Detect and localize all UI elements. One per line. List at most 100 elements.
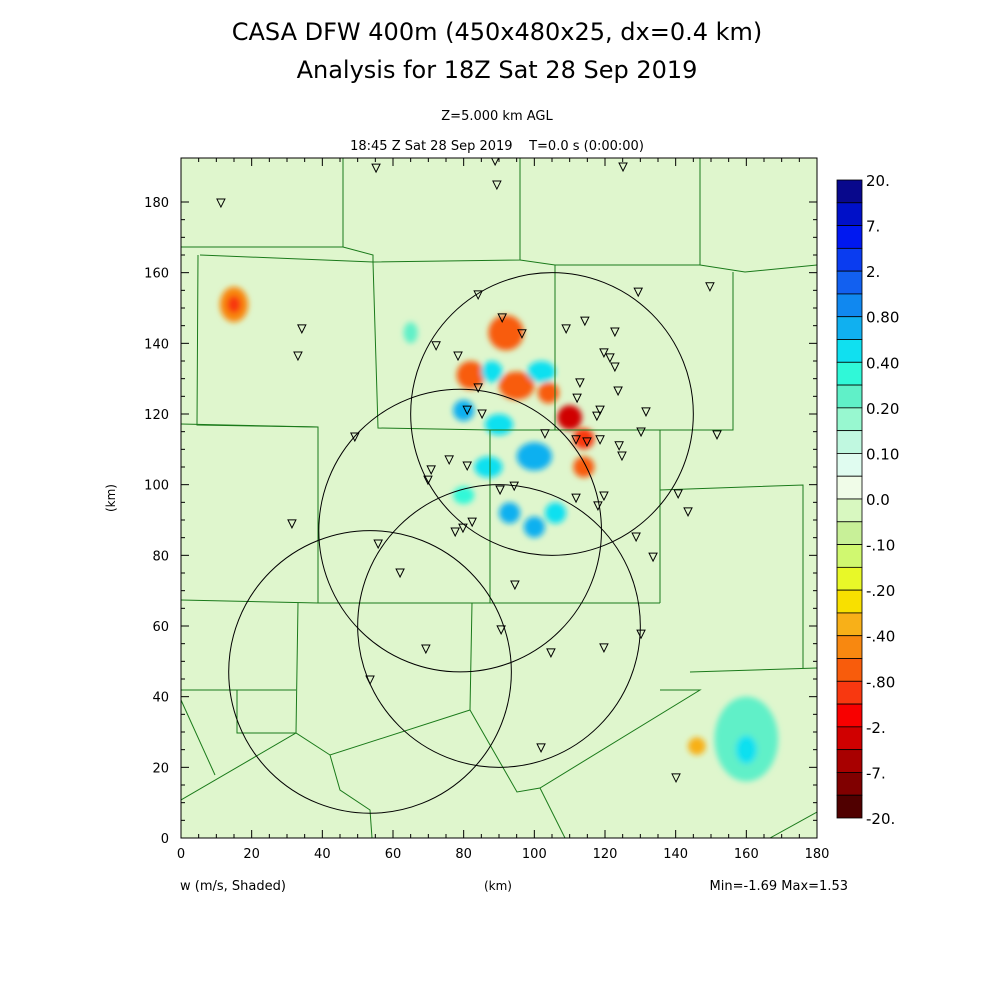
station-marker — [636, 427, 646, 438]
w-feature — [735, 735, 757, 764]
station-marker — [216, 198, 226, 209]
colorbar-swatch — [836, 726, 863, 751]
station-marker — [509, 481, 520, 492]
w-feature — [499, 502, 521, 524]
station-marker — [712, 430, 722, 440]
field-label: w (m/s, Shaded) — [180, 879, 286, 894]
axes: 0 20 40 60 80 100 120 140 160 180 0 20 40 60 80 100 120 1… — [144, 158, 829, 862]
station-marker — [595, 435, 605, 445]
colorbar-label: -.80 — [866, 673, 895, 691]
w-feature — [488, 315, 524, 351]
x-tick-label: 160 — [734, 847, 759, 862]
station-marker — [599, 643, 609, 654]
station-marker — [510, 580, 520, 591]
y-tick-label: 0 — [161, 832, 169, 847]
field-texture — [181, 158, 817, 838]
w-feature — [516, 442, 552, 471]
colorbar-swatch — [836, 202, 863, 226]
colorbar-label: 2. — [866, 263, 880, 281]
y-tick-label: 140 — [144, 337, 169, 352]
station-marker — [495, 485, 505, 496]
station-marker — [599, 491, 609, 502]
station-marker — [571, 493, 581, 504]
station-marker — [350, 432, 360, 443]
station-marker — [636, 629, 646, 640]
station-marker — [491, 158, 500, 167]
station-marker — [633, 287, 644, 298]
station-marker — [287, 519, 297, 530]
colorbar-swatch — [836, 749, 863, 773]
colorbar-label: -2. — [866, 719, 886, 737]
colorbar-label: 7. — [866, 218, 880, 236]
w-feature — [688, 737, 706, 755]
colorbar-swatch — [836, 680, 863, 705]
colorbar-label: -.10 — [866, 537, 895, 555]
colorbar-label: -.40 — [866, 628, 895, 646]
station-marker — [450, 527, 460, 538]
station-marker — [540, 429, 550, 439]
x-tick-label: 40 — [314, 847, 331, 862]
station-marker — [614, 441, 624, 451]
x-axis-label: (km) — [484, 879, 512, 893]
station-marker — [582, 437, 592, 448]
station-marker — [561, 324, 571, 334]
station-marker — [458, 523, 468, 534]
y-tick-label: 80 — [152, 549, 169, 564]
station-marker — [297, 324, 307, 334]
colorbar-label: -7. — [866, 764, 886, 782]
radar-range-ring — [410, 272, 694, 556]
station-marker — [610, 327, 620, 338]
station-marker — [444, 455, 454, 466]
station-marker — [477, 409, 487, 420]
w-feature — [527, 361, 556, 383]
station-marker — [683, 507, 693, 517]
colorbar-swatch — [836, 361, 863, 386]
w-feature — [537, 382, 560, 404]
y-tick-label: 20 — [152, 761, 169, 776]
y-tick-label: 120 — [144, 408, 169, 423]
station-marker — [599, 348, 609, 358]
colorbar-swatch — [836, 179, 863, 204]
x-tick-label: 0 — [177, 847, 185, 862]
time-label: 18:45 Z Sat 28 Sep 2019 T=0.0 s (0:00:00… — [350, 139, 644, 154]
station-marker — [592, 411, 602, 422]
station-marker — [605, 353, 615, 363]
station-marker — [473, 290, 483, 301]
colorbar-label: -.20 — [866, 582, 895, 600]
station-marker — [631, 532, 641, 543]
y-tick-label: 40 — [152, 691, 169, 706]
station-marker — [421, 644, 431, 655]
station-marker — [613, 386, 623, 397]
station-marker — [571, 435, 581, 445]
colorbar-label: 0.40 — [866, 354, 899, 372]
y-tick-label: 60 — [152, 620, 169, 635]
stats-label: Min=-1.69 Max=1.53 — [710, 879, 848, 894]
station-marker — [580, 316, 590, 327]
colorbar: 20. 7. 2. 0.80 0.40 0.20 0.10 0.0 -.10 -.20 -.40 -.… — [836, 172, 899, 828]
station-marker — [617, 451, 627, 462]
station-marker — [426, 465, 436, 475]
station-marker — [572, 393, 582, 404]
station-marker — [373, 539, 383, 550]
x-tick-label: 140 — [663, 847, 688, 862]
station-marker — [536, 743, 546, 754]
colorbar-label: 0.10 — [866, 445, 899, 463]
y-tick-label: 160 — [144, 267, 169, 282]
w-feature — [557, 405, 583, 430]
station-marker — [546, 648, 556, 658]
level-label: Z=5.000 km AGL — [441, 109, 553, 124]
station-marker — [610, 362, 620, 373]
plot-area — [181, 158, 817, 838]
station-markers — [216, 158, 722, 784]
station-marker — [423, 475, 433, 486]
y-tick-label: 180 — [144, 196, 169, 211]
plot-title: CASA DFW 400m (450x480x25, dx=0.4 km) — [232, 18, 763, 46]
colorbar-swatch — [836, 293, 863, 318]
x-tick-label: 120 — [593, 847, 618, 862]
station-marker — [497, 313, 507, 324]
w-feature — [403, 322, 418, 344]
w-feature — [474, 456, 503, 478]
station-marker — [496, 625, 506, 636]
colorbar-swatch — [836, 612, 863, 637]
colorbar-swatch — [836, 521, 863, 545]
